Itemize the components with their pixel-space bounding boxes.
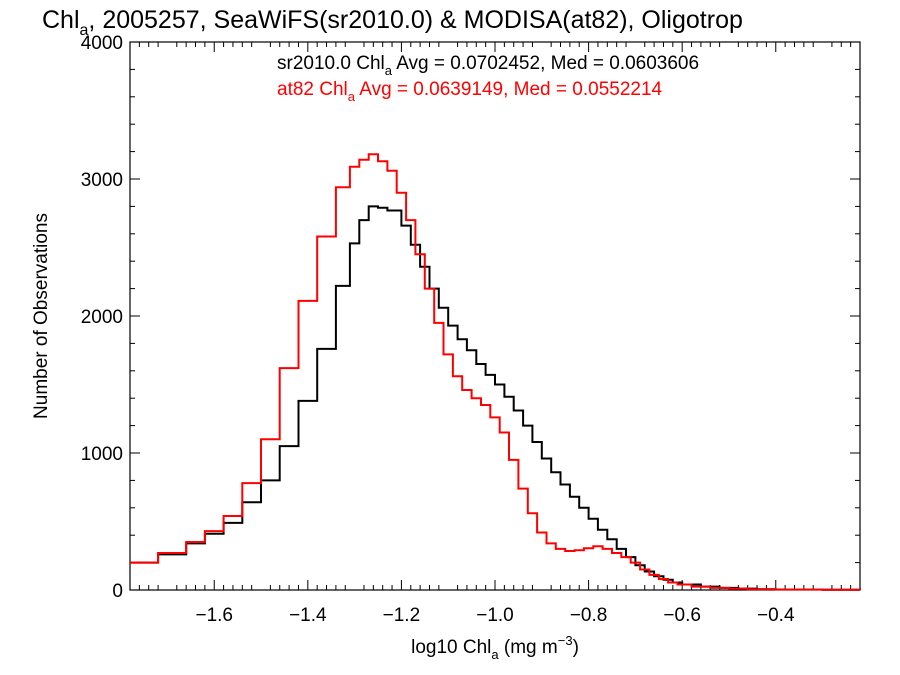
- x-tick-label: −0.6: [663, 605, 701, 626]
- x-label-pre: log10 Chl: [411, 637, 491, 658]
- stat-red-sub: a: [348, 89, 356, 104]
- x-tick-label: −1.6: [195, 605, 233, 626]
- stat-black-sub: a: [385, 63, 393, 78]
- y-tick-label: 3000: [81, 170, 123, 191]
- stat-red-post: Avg = 0.0639149, Med = 0.0552214: [355, 79, 663, 100]
- y-tick-label: 2000: [81, 307, 123, 328]
- x-tick-label: −1.4: [289, 605, 327, 626]
- y-axis-label: Number of Observations: [31, 213, 52, 419]
- series-line-at82: [130, 153, 861, 591]
- series-line-sr2010-0: [130, 205, 861, 591]
- x-tick-label: −0.8: [570, 605, 608, 626]
- x-tick-label: −1.2: [383, 605, 421, 626]
- chart-title: Chla, 2005257, SeaWiFS(sr2010.0) & MODIS…: [42, 6, 743, 39]
- series-stat-black: sr2010.0 Chla Avg = 0.0702452, Med = 0.0…: [277, 53, 699, 78]
- chart-title-sub: a: [80, 22, 89, 39]
- stat-black-post: Avg = 0.0702452, Med = 0.0603606: [392, 53, 699, 74]
- y-tick-label: 0: [112, 581, 123, 602]
- plot-frame: [129, 41, 861, 591]
- x-tick-label: −1.0: [476, 605, 514, 626]
- y-tick-label: 1000: [81, 444, 123, 465]
- x-label-sup: −3: [558, 633, 573, 648]
- axis-ticks: −1.6 −1.4 −1.2 −1.0 −0.8 −0.6 −0.4 0 1000 2000 300…: [81, 33, 860, 626]
- data-series: [130, 153, 861, 591]
- stat-black-pre: sr2010.0 Chl: [277, 53, 385, 74]
- stat-red-pre: at82 Chl: [277, 79, 348, 100]
- series-stat-red: at82 Chla Avg = 0.0639149, Med = 0.05522…: [277, 79, 663, 104]
- chart-title-post: , 2005257, SeaWiFS(sr2010.0) & MODISA(at…: [88, 6, 742, 34]
- x-label-mid: (mg m: [499, 637, 558, 658]
- y-tick-label: 4000: [81, 33, 123, 54]
- chart-title-pre: Chl: [42, 6, 80, 34]
- x-label-post: ): [573, 637, 579, 658]
- x-axis-label: log10 Chla (mg m−3): [411, 633, 579, 662]
- x-tick-label: −0.4: [757, 605, 795, 626]
- x-label-sub: a: [491, 647, 499, 662]
